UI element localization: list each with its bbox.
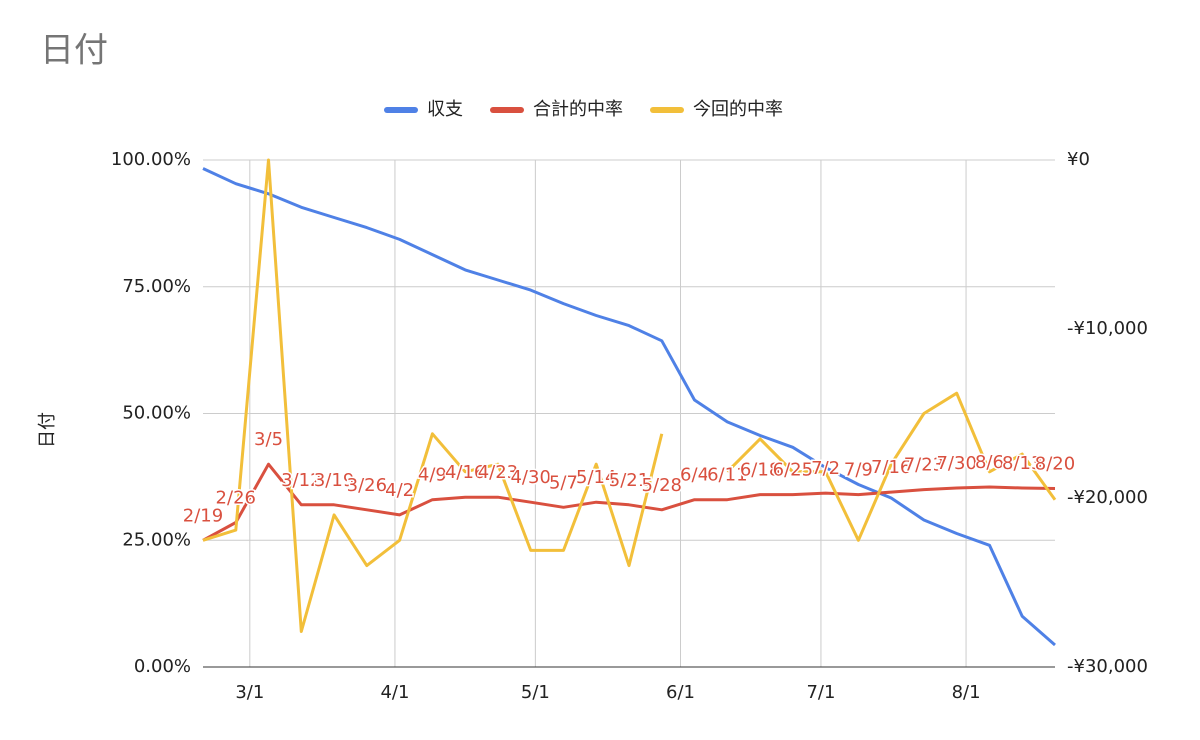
x-tick-label: 3/1: [235, 682, 264, 703]
legend-label: 今回的中率: [693, 99, 783, 120]
y-tick-label: 100.00%: [111, 149, 191, 170]
y2-tick-label: -¥20,000: [1067, 487, 1148, 508]
point-label: 4/9: [418, 465, 447, 486]
point-label: 3/12: [281, 470, 321, 491]
point-label: 5/7: [549, 472, 578, 493]
y-tick-label: 50.00%: [122, 403, 191, 424]
y-tick-label: 25.00%: [122, 529, 191, 550]
x-tick-label: 5/1: [521, 682, 550, 703]
y-tick-label: 0.00%: [134, 656, 191, 677]
point-label: 2/19: [183, 505, 223, 526]
y-tick-label: 75.00%: [122, 276, 191, 297]
point-label: 7/2: [811, 458, 840, 479]
point-label: 6/18: [740, 460, 780, 481]
point-label: 6/11: [707, 465, 747, 486]
point-label: 5/21: [609, 470, 649, 491]
point-label: 5/28: [642, 475, 682, 496]
y2-tick-label: -¥30,000: [1067, 656, 1148, 677]
chart-title: 日付: [40, 31, 108, 71]
point-label: 8/6: [975, 452, 1004, 473]
x-tick-label: 6/1: [666, 682, 695, 703]
point-label: 7/16: [871, 457, 911, 478]
point-label: 7/23: [904, 455, 944, 476]
point-label: 4/30: [510, 467, 550, 488]
legend-label: 合計的中率: [533, 99, 623, 120]
point-label: 4/23: [478, 462, 518, 483]
point-label: 8/20: [1035, 454, 1075, 475]
point-label: 4/2: [385, 480, 414, 501]
point-label: 3/5: [254, 429, 283, 450]
point-label: 6/25: [773, 460, 813, 481]
y2-tick-label: -¥10,000: [1067, 318, 1148, 339]
point-label: 7/9: [844, 460, 873, 481]
point-label: 4/16: [445, 462, 485, 483]
point-label: 6/4: [680, 465, 709, 486]
series-line: [202, 158, 1057, 633]
series-line: [202, 462, 1056, 542]
point-label: 3/26: [347, 475, 387, 496]
y2-tick-label: ¥0: [1067, 149, 1090, 170]
x-tick-label: 4/1: [380, 682, 409, 703]
x-tick-label: 7/1: [806, 682, 835, 703]
point-label: 3/19: [314, 470, 354, 491]
point-label: 2/26: [216, 488, 256, 509]
point-label: 5/14: [576, 467, 616, 488]
point-label: 7/30: [936, 453, 976, 474]
series-line: [202, 167, 1056, 647]
legend-label: 収支: [427, 99, 463, 120]
x-tick-label: 8/1: [952, 682, 981, 703]
point-label: 8/13: [1002, 453, 1042, 474]
y-axis-title: 日付: [37, 412, 58, 448]
